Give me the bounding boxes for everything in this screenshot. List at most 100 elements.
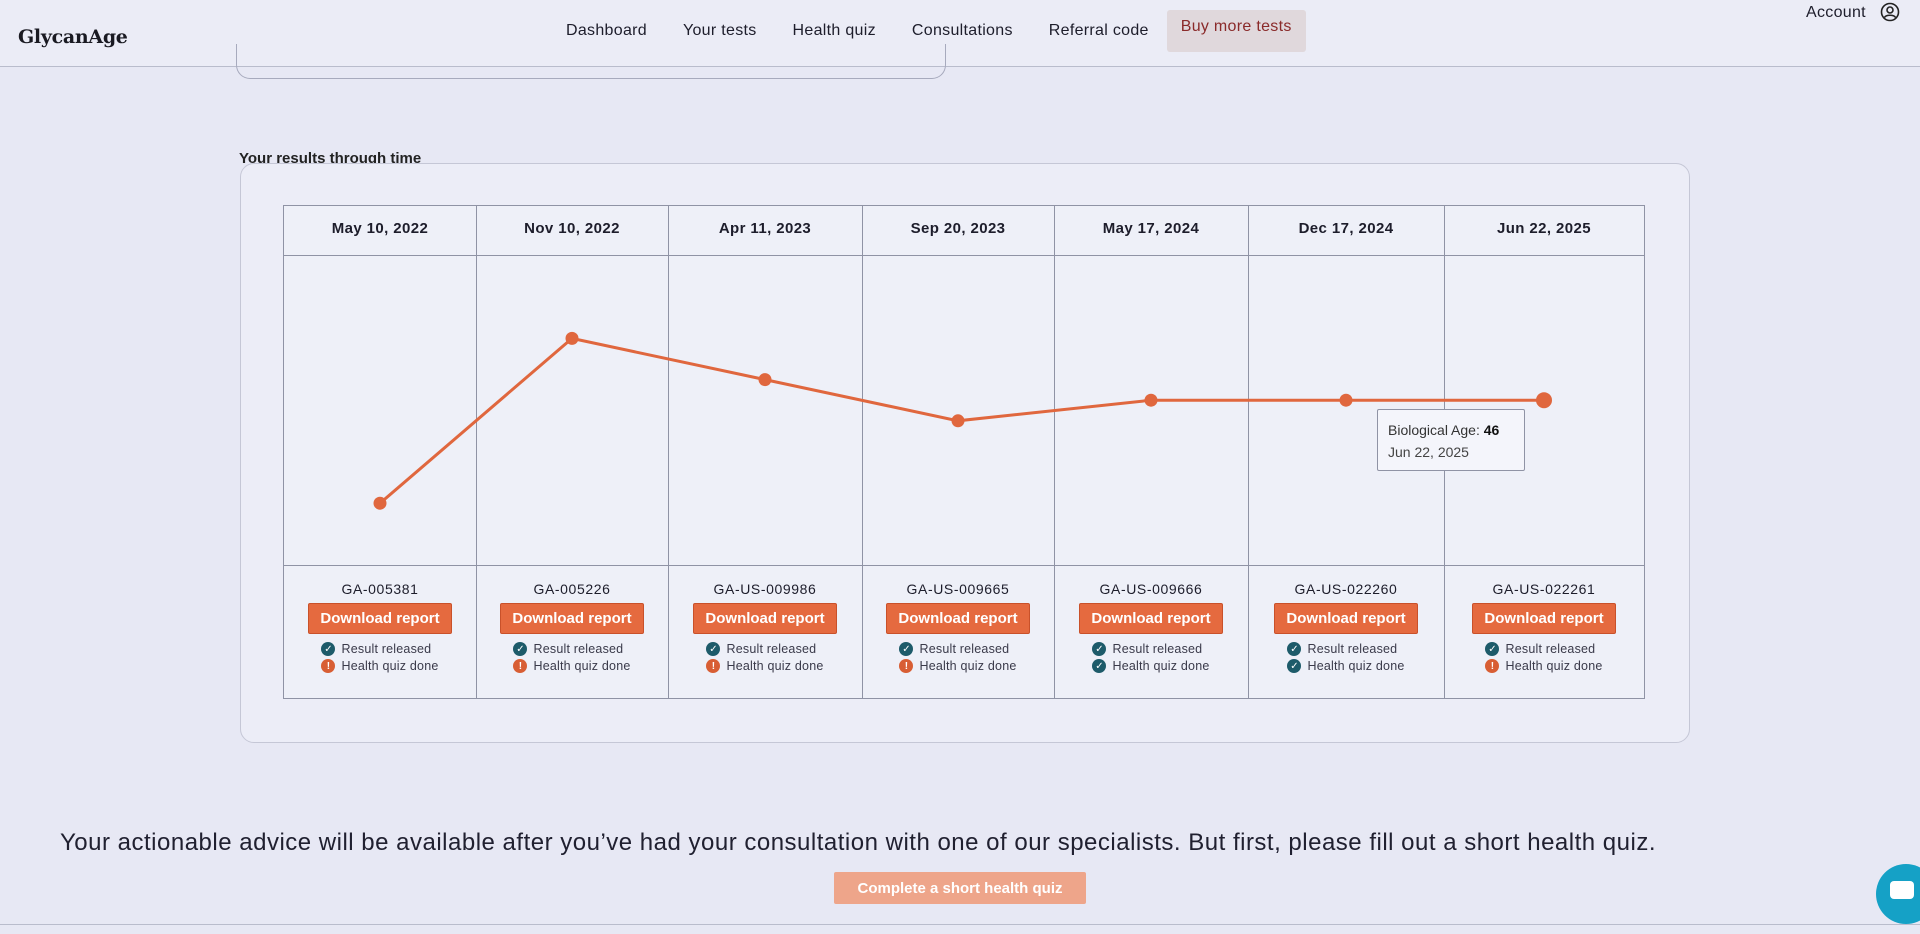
warning-icon: ! bbox=[899, 659, 914, 673]
health-quiz-status: ! Health quiz done bbox=[706, 659, 823, 673]
previous-card-edge bbox=[236, 44, 946, 79]
status-label: Health quiz done bbox=[726, 659, 824, 673]
test-id: GA-US-009666 bbox=[1099, 581, 1203, 597]
data-point[interactable] bbox=[951, 414, 965, 428]
column-divider bbox=[1054, 206, 1055, 698]
nav-referral-code[interactable]: Referral code bbox=[1048, 22, 1149, 39]
data-point[interactable] bbox=[1536, 392, 1552, 409]
download-report-button[interactable]: Download report bbox=[308, 603, 452, 634]
column-date: Apr 11, 2023 bbox=[718, 220, 812, 237]
test-entry: GA-US-009665 Download report ✓ Result relea… bbox=[862, 581, 1054, 676]
test-id: GA-005226 bbox=[533, 581, 611, 597]
status-label: Health quiz done bbox=[1307, 659, 1405, 673]
column-divider bbox=[862, 206, 863, 698]
check-icon: ✓ bbox=[899, 642, 914, 656]
test-id: GA-US-009986 bbox=[713, 581, 817, 597]
footer-divider bbox=[284, 565, 1644, 566]
chart-tooltip: Biological Age: 46 Jun 22, 2025 bbox=[1377, 409, 1525, 471]
column-date: Jun 22, 2025 bbox=[1496, 220, 1592, 237]
warning-icon: ! bbox=[706, 659, 721, 673]
column-divider bbox=[1248, 206, 1249, 698]
user-icon[interactable] bbox=[1880, 2, 1900, 22]
check-icon: ✓ bbox=[1092, 642, 1107, 656]
download-report-button[interactable]: Download report bbox=[693, 603, 837, 634]
download-report-button[interactable]: Download report bbox=[886, 603, 1030, 634]
status-list: ✓ Result released! Health quiz done bbox=[706, 642, 823, 676]
tooltip-line-1: Biological Age: 46 bbox=[1388, 422, 1499, 438]
check-icon: ✓ bbox=[1485, 642, 1500, 656]
check-icon: ✓ bbox=[1287, 642, 1302, 656]
data-point[interactable] bbox=[565, 331, 579, 345]
result-released-status: ✓ Result released bbox=[513, 642, 630, 656]
test-entry: GA-005381 Download report ✓ Result released… bbox=[284, 581, 476, 676]
test-entry: GA-US-022261 Download report ✓ Result relea… bbox=[1444, 581, 1644, 676]
warning-icon: ! bbox=[321, 659, 336, 673]
result-released-status: ✓ Result released bbox=[1287, 642, 1404, 656]
results-table: May 10, 2022 GA-005381 Download report ✓ Res… bbox=[283, 205, 1645, 699]
check-icon: ✓ bbox=[1092, 659, 1107, 673]
results-title: Your results through time bbox=[239, 150, 422, 167]
test-id: GA-005381 bbox=[341, 581, 419, 597]
status-label: Health quiz done bbox=[341, 659, 439, 673]
nav-buy-more-tests[interactable]: Buy more tests bbox=[1166, 10, 1306, 52]
test-entry: GA-US-009986 Download report ✓ Result relea… bbox=[668, 581, 862, 676]
column-divider bbox=[668, 206, 669, 698]
check-icon: ✓ bbox=[706, 642, 721, 656]
tooltip-label: Biological Age: bbox=[1388, 422, 1480, 438]
download-report-button[interactable]: Download report bbox=[1472, 603, 1616, 634]
test-id: GA-US-022261 bbox=[1492, 581, 1596, 597]
top-navbar: GlycanAge Dashboard Your tests Health qu… bbox=[0, 0, 1920, 67]
health-quiz-status: ✓ Health quiz done bbox=[1287, 659, 1404, 673]
status-label: Result released bbox=[1505, 642, 1596, 656]
data-point[interactable] bbox=[1144, 393, 1158, 407]
nav-dashboard[interactable]: Dashboard bbox=[566, 22, 647, 39]
test-id: GA-US-022260 bbox=[1294, 581, 1398, 597]
download-report-button[interactable]: Download report bbox=[1079, 603, 1223, 634]
brand-logo[interactable]: GlycanAge bbox=[18, 26, 128, 48]
nav-consultations[interactable]: Consultations bbox=[911, 22, 1013, 39]
biological-age-chart bbox=[373, 331, 1552, 510]
check-icon: ✓ bbox=[321, 642, 336, 656]
status-label: Result released bbox=[1307, 642, 1398, 656]
nav-your-tests[interactable]: Your tests bbox=[682, 22, 757, 39]
check-icon: ✓ bbox=[1287, 659, 1302, 673]
health-quiz-status: ! Health quiz done bbox=[1485, 659, 1602, 673]
status-label: Health quiz done bbox=[533, 659, 631, 673]
column-date: Dec 17, 2024 bbox=[1298, 220, 1394, 237]
column-date: Nov 10, 2022 bbox=[524, 220, 620, 237]
tooltip-date: Jun 22, 2025 bbox=[1388, 444, 1469, 460]
result-released-status: ✓ Result released bbox=[706, 642, 823, 656]
account-link[interactable]: Account bbox=[1806, 4, 1866, 21]
header-divider bbox=[284, 255, 1644, 256]
complete-health-quiz-button[interactable]: Complete a short health quiz bbox=[834, 872, 1086, 904]
data-point[interactable] bbox=[373, 496, 387, 510]
advice-text: Your actionable advice will be available… bbox=[60, 829, 1656, 856]
test-entry: GA-US-022260 Download report ✓ Result relea… bbox=[1248, 581, 1444, 676]
status-label: Health quiz done bbox=[919, 659, 1017, 673]
status-list: ✓ Result released! Health quiz done bbox=[1485, 642, 1602, 676]
bottom-divider bbox=[0, 924, 1920, 925]
status-label: Health quiz done bbox=[1505, 659, 1603, 673]
column-date: May 17, 2024 bbox=[1102, 220, 1200, 237]
health-quiz-status: ! Health quiz done bbox=[513, 659, 630, 673]
status-label: Result released bbox=[726, 642, 817, 656]
warning-icon: ! bbox=[1485, 659, 1500, 673]
download-report-button[interactable]: Download report bbox=[1274, 603, 1418, 634]
test-entry: GA-US-009666 Download report ✓ Result relea… bbox=[1054, 581, 1248, 676]
health-quiz-status: ! Health quiz done bbox=[321, 659, 438, 673]
status-label: Result released bbox=[919, 642, 1010, 656]
data-point[interactable] bbox=[1339, 393, 1353, 407]
download-report-button[interactable]: Download report bbox=[500, 603, 644, 634]
tooltip-value: 46 bbox=[1483, 422, 1500, 438]
chat-widget-button[interactable] bbox=[1876, 864, 1920, 924]
main-nav: Dashboard Your tests Health quiz Consult… bbox=[548, 10, 1306, 52]
chat-icon bbox=[1890, 881, 1914, 899]
status-list: ✓ Result released! Health quiz done bbox=[321, 642, 438, 676]
column-date: May 10, 2022 bbox=[331, 220, 429, 237]
column-divider bbox=[476, 206, 477, 698]
status-label: Result released bbox=[1112, 642, 1203, 656]
data-point[interactable] bbox=[758, 373, 772, 387]
nav-health-quiz[interactable]: Health quiz bbox=[792, 22, 876, 39]
result-released-status: ✓ Result released bbox=[1485, 642, 1602, 656]
